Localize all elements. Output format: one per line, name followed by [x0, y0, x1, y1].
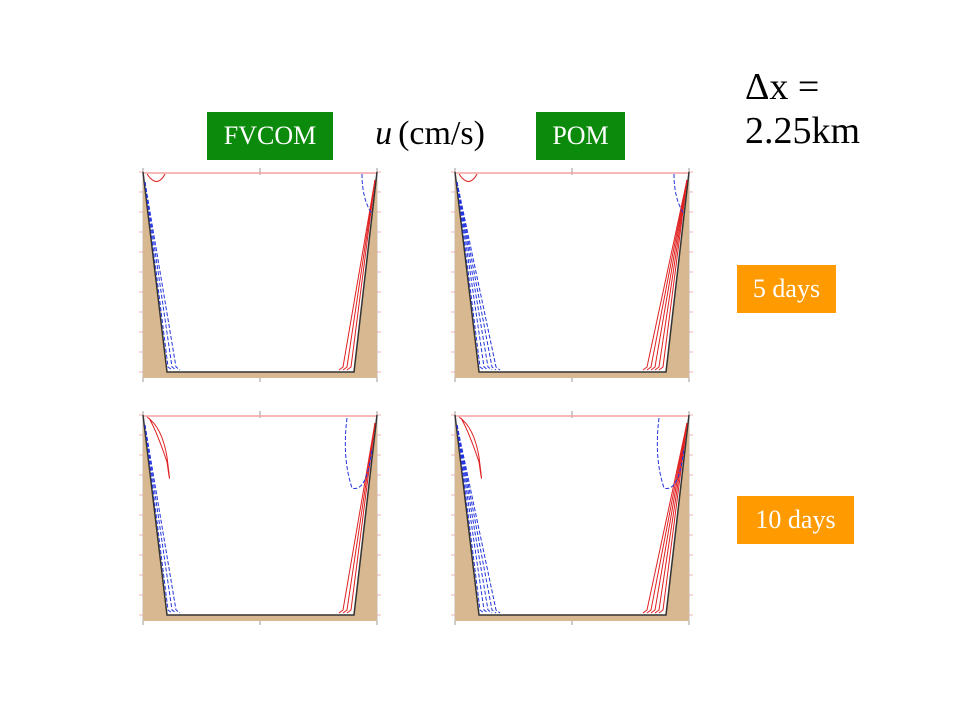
contour-positive — [642, 179, 688, 371]
contour-positive — [338, 422, 376, 614]
contour-negative — [673, 173, 685, 215]
contour-negative — [144, 424, 173, 614]
u-unit: (cm/s) — [398, 115, 485, 152]
contour-positive — [346, 422, 376, 614]
day5-label: 5 days — [737, 265, 836, 313]
contour-negative — [144, 181, 177, 371]
contour-negative — [144, 181, 181, 371]
contour-negative — [656, 417, 685, 489]
contour-positive — [646, 179, 688, 371]
contour-negative — [144, 181, 173, 371]
contour-positive — [646, 422, 688, 614]
contour-positive — [338, 179, 376, 371]
contour-positive — [650, 179, 688, 371]
contour-positive — [146, 416, 170, 479]
contour-positive — [146, 173, 166, 182]
contour-positive — [658, 422, 688, 614]
dx-label: Δx = 2.25km — [745, 66, 861, 152]
contour-negative — [456, 181, 485, 371]
seabed — [454, 414, 690, 616]
bathymetry — [455, 172, 689, 378]
contour-negative — [456, 181, 501, 371]
seabed — [142, 171, 378, 373]
contour-negative — [456, 424, 489, 614]
contour-negative — [456, 424, 501, 614]
u-label: u (cm/s) — [365, 110, 495, 158]
contour-negative — [456, 181, 493, 371]
contour-negative — [344, 417, 373, 489]
contour-negative — [456, 424, 485, 614]
contour-negative — [456, 181, 497, 371]
seabed — [142, 414, 378, 616]
contour-positive — [650, 422, 688, 614]
u-symbol: u — [375, 115, 393, 152]
contour-positive — [654, 179, 688, 371]
contour-negative — [456, 181, 489, 371]
contour-negative — [456, 424, 497, 614]
contour-negative — [144, 424, 181, 614]
contour-negative — [456, 424, 493, 614]
bathymetry — [455, 415, 689, 621]
contour-negative — [361, 173, 373, 215]
contour-positive — [346, 179, 376, 371]
contour-positive — [658, 179, 688, 371]
bathymetry — [143, 172, 377, 378]
day10-label: 10 days — [737, 496, 854, 544]
pom-label: POM — [536, 112, 625, 160]
contour-positive — [342, 179, 376, 371]
contour-positive — [654, 422, 688, 614]
seabed — [454, 171, 690, 373]
contour-positive — [342, 422, 376, 614]
contour-positive — [458, 173, 478, 182]
fvcom-label: FVCOM — [207, 112, 333, 160]
contour-positive — [458, 416, 482, 479]
contour-negative — [144, 424, 177, 614]
bathymetry — [143, 415, 377, 621]
